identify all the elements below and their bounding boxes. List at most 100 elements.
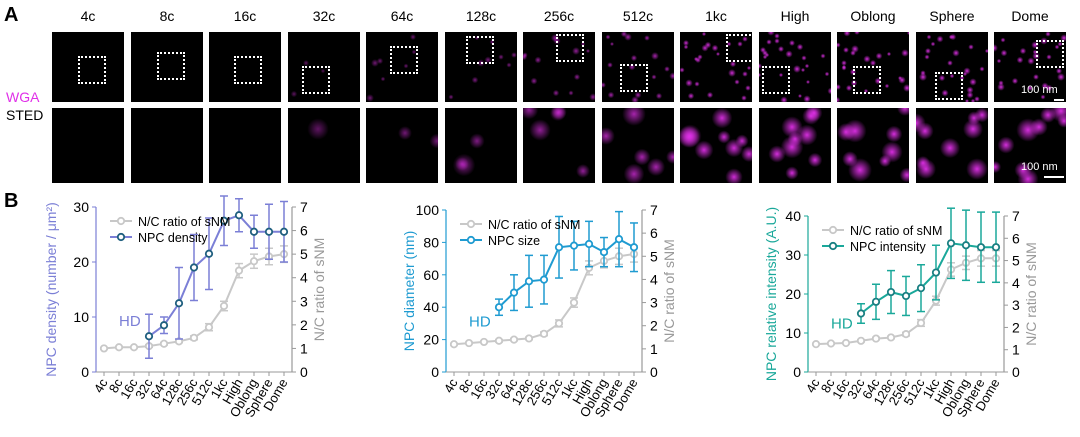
sted-tile-1kc xyxy=(680,108,752,183)
data-point xyxy=(99,344,109,353)
wga-tile-128c xyxy=(445,32,517,102)
roi-box xyxy=(726,34,752,62)
x-tick-label: 4c xyxy=(91,376,111,396)
data-point xyxy=(584,263,594,272)
sted-tile-32c xyxy=(288,108,360,183)
right-tick-label: 0 xyxy=(650,364,658,380)
wga-tile-sphere xyxy=(916,32,988,102)
right-tick-label: 6 xyxy=(300,223,308,239)
left-tick-label: 40 xyxy=(423,299,439,315)
data-point xyxy=(479,337,489,347)
roi-box xyxy=(853,66,881,94)
series-npc xyxy=(494,210,639,317)
data-point xyxy=(249,227,259,236)
sted-tile-64c xyxy=(366,108,438,183)
legend-label: N/C ratio of sNM xyxy=(138,215,230,229)
scale-bar-bottom xyxy=(1044,176,1064,178)
series-npc xyxy=(144,195,289,359)
x-tick-label: Oblong xyxy=(577,376,611,420)
x-tick-label: 128c xyxy=(871,376,898,408)
stage-label-256c: 256c xyxy=(543,8,575,24)
sted-tile-128c xyxy=(445,108,517,183)
data-point xyxy=(204,249,214,258)
x-tick-label: 1kc xyxy=(919,376,942,401)
hd-annotation: HD xyxy=(469,314,491,331)
left-axis-title: NPC density (number / μm²) xyxy=(43,202,59,377)
wga-tile-high xyxy=(759,32,831,102)
right-axis-title: N/C ratio of sNM xyxy=(661,239,677,342)
data-point xyxy=(961,258,971,267)
data-point xyxy=(159,339,169,348)
roi-box xyxy=(157,52,185,80)
data-point xyxy=(991,254,1001,263)
data-point xyxy=(856,336,866,345)
scale-bar-top xyxy=(1054,99,1064,101)
sted-tile-sphere xyxy=(916,108,988,183)
data-point xyxy=(961,241,971,250)
stage-label-1kc: 1kc xyxy=(705,8,727,24)
chart-3: 0 10 20 30 40 0 1 2 3 4 5 6 7 NPC relative intensity … xyxy=(763,207,1039,420)
wga-tile-oblong xyxy=(837,32,909,102)
series-line xyxy=(498,237,635,308)
roi-box xyxy=(78,56,106,84)
scale-label-bottom: 100 nm xyxy=(1021,161,1058,173)
stage-label-16c: 16c xyxy=(233,8,257,24)
series-nc-ratio xyxy=(449,245,639,349)
left-tick-label: 10 xyxy=(785,325,801,341)
left-axis-title: NPC relative intensity (A.U.) xyxy=(763,207,779,381)
data-point xyxy=(916,284,926,293)
data-point xyxy=(219,216,229,225)
data-point xyxy=(524,277,534,286)
sted-tile-4c xyxy=(52,108,124,183)
x-tick-label: Sphere xyxy=(242,376,276,420)
right-tick-label: 5 xyxy=(300,246,308,262)
left-tick-label: 80 xyxy=(423,234,439,250)
right-tick-label: 2 xyxy=(300,317,308,333)
data-point xyxy=(931,296,941,305)
right-tick-label: 6 xyxy=(650,225,658,241)
data-point xyxy=(219,301,229,311)
wga-tile-dome xyxy=(994,32,1066,102)
data-point xyxy=(946,239,956,248)
x-tick-label: 1kc xyxy=(557,376,580,401)
right-tick-label: 2 xyxy=(650,318,658,334)
stage-label-8c: 8c xyxy=(159,8,175,24)
x-tick-label: Oblong xyxy=(227,376,261,420)
data-point xyxy=(494,303,504,312)
data-point xyxy=(114,343,124,352)
legend-marker xyxy=(116,232,126,242)
x-tick-label: 64c xyxy=(147,376,171,402)
data-point xyxy=(279,227,289,236)
data-point xyxy=(614,235,624,244)
data-point xyxy=(991,243,1001,252)
legend-label: NPC density xyxy=(138,231,208,245)
panel-a-letter: A xyxy=(4,4,19,26)
series-line xyxy=(103,253,285,350)
sted-tile-8c xyxy=(131,108,203,183)
right-tick-label: 7 xyxy=(300,199,308,215)
sted-tile-dome xyxy=(994,108,1066,183)
x-tick-label: 16c xyxy=(467,376,491,402)
x-tick-label: 128c xyxy=(159,376,186,408)
roi-box xyxy=(466,36,494,64)
stage-label-4c: 4c xyxy=(80,8,96,24)
x-tick-label: 16c xyxy=(829,376,853,402)
data-point xyxy=(174,299,184,308)
x-tick-label: 32c xyxy=(132,376,156,402)
data-point xyxy=(976,254,986,263)
data-point xyxy=(249,257,259,266)
data-point xyxy=(144,341,154,351)
data-point xyxy=(539,275,549,284)
x-tick-label: 512c xyxy=(189,376,216,408)
legend-marker xyxy=(466,219,476,229)
data-point xyxy=(234,211,244,220)
left-tick-label: 0 xyxy=(431,364,439,380)
x-tick-label: Dome xyxy=(972,376,1002,414)
data-point xyxy=(886,333,896,342)
panel-b-letter: B xyxy=(4,190,19,212)
x-tick-label: 8c xyxy=(818,376,838,396)
left-tick-label: 30 xyxy=(73,199,89,215)
wga-tile-64c xyxy=(366,32,438,102)
x-tick-label: High xyxy=(931,376,957,407)
right-tick-label: 3 xyxy=(1012,297,1020,313)
